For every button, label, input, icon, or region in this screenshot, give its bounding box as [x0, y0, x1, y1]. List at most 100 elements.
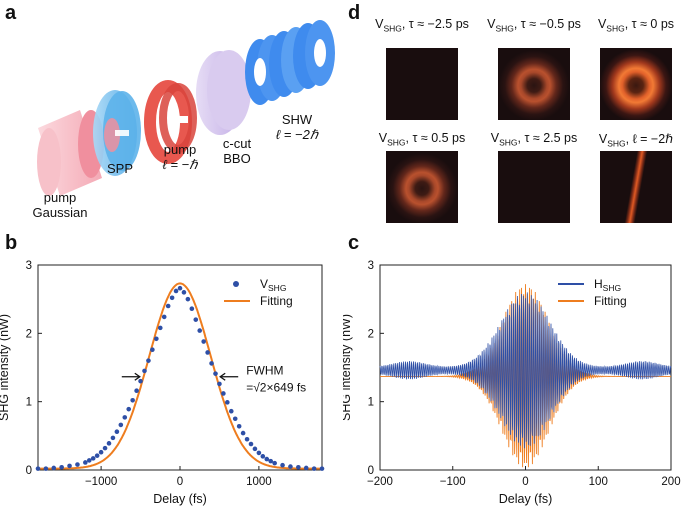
chart-b-x-tick-label: −1000 — [85, 476, 117, 488]
chart-b-data-point — [209, 361, 214, 366]
chart-b-data-point — [256, 450, 262, 456]
chart-b-data-point — [122, 415, 128, 420]
beam-image — [600, 48, 672, 120]
chart-b-data-point — [150, 347, 155, 353]
spp-label: SPP — [106, 161, 133, 176]
chart-b-data-point — [252, 446, 258, 452]
chart-b-data-point — [201, 339, 206, 344]
panel-b-letter: b — [5, 232, 18, 254]
chart-b-data-point — [157, 325, 163, 331]
chart-c: −200 −100 0 100 200 0 1 2 3 Delay (fs) SHG intensi… — [343, 260, 681, 506]
chart-b-fwhm-arrowhead-right — [219, 372, 226, 381]
chart-b-data-point — [86, 458, 92, 463]
chart-b-data-point — [311, 466, 317, 471]
chart-b-data-point — [90, 456, 96, 461]
chart-b-data-point — [142, 368, 147, 374]
chart-c-fitting-line — [380, 284, 671, 468]
chart-b-data-point — [217, 381, 222, 387]
chart-b-fitting-line — [38, 282, 322, 470]
chart-b-data-point — [264, 456, 270, 462]
chart-b-data-point — [173, 288, 179, 294]
chart-b-data-point — [169, 295, 175, 301]
chart-b-data-point — [110, 435, 116, 441]
chart-b-data-point — [189, 306, 195, 312]
chart-b-data-point — [94, 453, 100, 458]
panel-d-letter: d — [348, 2, 361, 24]
beam-image — [386, 48, 458, 120]
chart-b-data-point — [185, 296, 191, 302]
chart-b-y-axis-label: SHG intensity (nW) — [0, 314, 11, 421]
chart-b-data-point — [134, 388, 139, 394]
chart-c-y-tick-label: 3 — [368, 260, 374, 272]
chart-c-x-tick-label: −100 — [440, 476, 466, 488]
chart-c-y-tick-label: 0 — [368, 465, 374, 477]
chart-b-data-point — [225, 400, 230, 405]
chart-b-legend-swatch — [233, 281, 239, 287]
bbo-crystal-shape — [196, 50, 251, 135]
chart-b: −1000 0 1000 0 1 2 3 Delay (fs) SHG intensity (n… — [0, 260, 325, 506]
chart-b-x-tick-label: 0 — [177, 476, 183, 488]
chart-b-data-point — [161, 314, 167, 320]
chart-b-data-point — [268, 458, 274, 464]
chart-b-data-point — [213, 371, 218, 376]
chart-b-x-tick-label: 1000 — [246, 476, 272, 488]
chart-b-data-point — [83, 460, 88, 465]
chart-b-data-point — [154, 336, 159, 342]
panel-c-letter: c — [348, 232, 360, 254]
beam-image-title: VSHG, τ ≈ −2.5 ps — [375, 17, 469, 34]
chart-b-legend-label: Fitting — [260, 294, 293, 308]
shw-vortex-shape — [245, 20, 335, 105]
chart-b-data-point — [197, 328, 203, 333]
chart-c-y-tick-label: 2 — [368, 328, 374, 340]
chart-b-data-point — [303, 465, 309, 471]
chart-b-data-point — [296, 464, 301, 470]
chart-b-data-point — [102, 445, 108, 451]
beam-image — [498, 48, 570, 120]
chart-b-data-point — [193, 317, 199, 322]
chart-b-data-point — [319, 466, 325, 471]
chart-b-data-point — [43, 466, 49, 471]
chart-b-fwhm-value: =√2×649 fs — [246, 381, 306, 395]
chart-b-data-point — [228, 408, 234, 414]
chart-c-x-tick-label: −200 — [367, 476, 393, 488]
chart-c-legend-label: HSHG — [594, 277, 621, 293]
chart-b-data-point — [130, 398, 135, 403]
chart-b-legend-label: VSHG — [260, 277, 286, 293]
chart-b-data-point — [205, 350, 210, 355]
chart-c-x-tick-label: 200 — [661, 476, 680, 488]
chart-b-data-point — [177, 285, 183, 291]
chart-b-data-point — [280, 462, 285, 468]
chart-c-hshg-line — [379, 292, 672, 449]
chart-b-y-tick-label: 2 — [26, 328, 32, 340]
panel-a-letter: a — [5, 2, 17, 24]
chart-c-legend-label: Fitting — [594, 294, 627, 308]
beam-image — [600, 151, 672, 223]
chart-b-data-point — [67, 463, 72, 469]
pump-l-label: pump ℓ = −ℏ — [162, 142, 198, 172]
chart-b-data-point — [240, 430, 246, 436]
beam-image-title: VSHG, ℓ = −2ℏ — [598, 132, 674, 149]
chart-b-data-point — [51, 465, 57, 471]
chart-b-data-point — [260, 454, 266, 459]
chart-c-y-axis-label: SHG intensity (nW) — [343, 314, 353, 421]
bbo-label: c-cut BBO — [222, 136, 252, 166]
chart-b-data-point — [75, 462, 80, 467]
chart-b-fwhm-arrowhead-left — [134, 372, 141, 381]
chart-b-data-point — [288, 464, 293, 469]
chart-b-data-point — [59, 464, 64, 470]
pump-gaussian-label: pump Gaussian — [32, 190, 88, 220]
chart-c-x-axis-label: Delay (fs) — [499, 492, 552, 506]
chart-b-y-tick-label: 1 — [26, 397, 32, 409]
chart-b-fwhm-annotation: FWHM — [246, 364, 283, 378]
vortex-pump-shape — [144, 80, 197, 164]
chart-c-x-tick-label: 0 — [522, 476, 528, 488]
chart-b-y-tick-label: 0 — [26, 465, 32, 477]
chart-b-data-point — [244, 436, 250, 442]
chart-b-data-point — [126, 406, 132, 412]
beam-image — [498, 151, 570, 223]
chart-b-data-point — [146, 358, 151, 363]
chart-b-x-axis-label: Delay (fs) — [153, 492, 206, 506]
chart-b-data-point — [272, 460, 277, 466]
chart-b-data-point — [232, 416, 238, 422]
chart-b-data-point — [165, 303, 171, 309]
